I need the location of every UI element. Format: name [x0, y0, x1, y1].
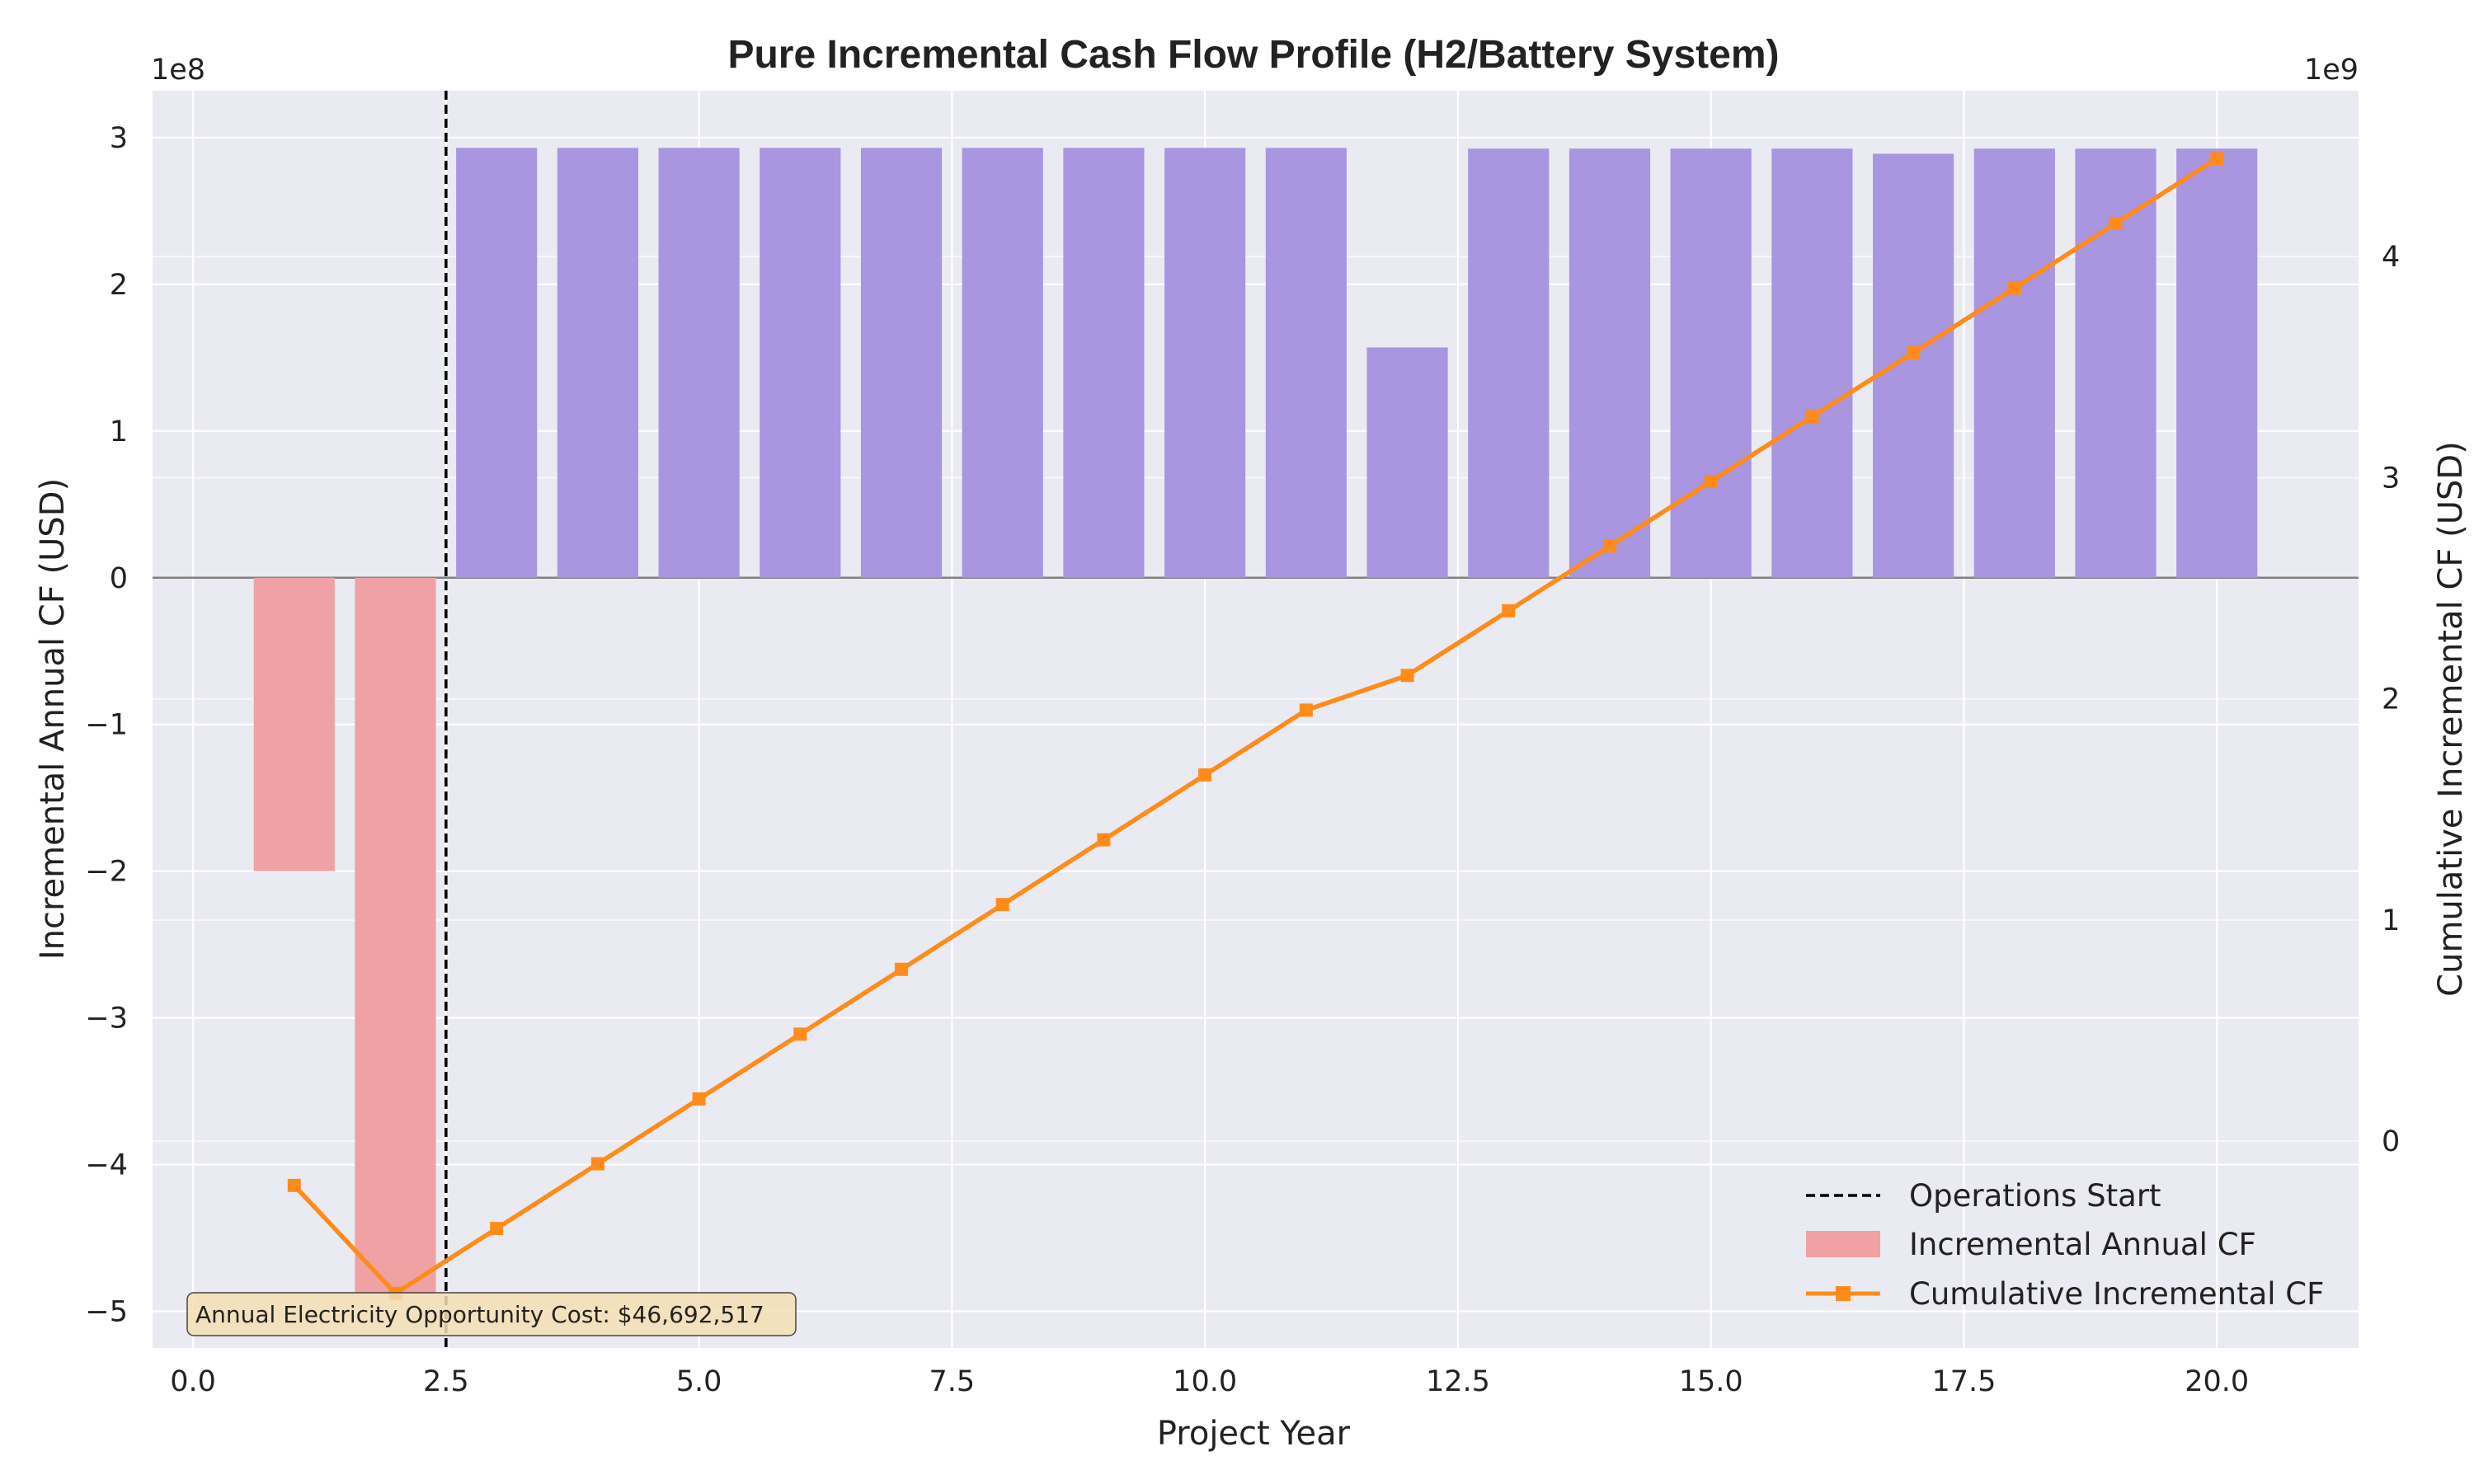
annual-cf-bar-year-10 [1164, 148, 1246, 578]
annual-cf-bar-year-8 [962, 148, 1043, 578]
annual-cf-bar-year-9 [1063, 148, 1145, 578]
cumulative-cf-point-year-6 [793, 1027, 807, 1041]
x-tick-label: 12.5 [1426, 1365, 1490, 1398]
cumulative-cf-point-year-5 [692, 1092, 706, 1106]
annual-cf-bar-year-14 [1569, 148, 1651, 578]
right-y-tick-label: 1 [2382, 904, 2400, 937]
cumulative-cf-point-year-14 [1602, 539, 1616, 553]
x-tick-label: 2.5 [423, 1365, 469, 1398]
cumulative-cf-point-year-1 [287, 1178, 301, 1192]
x-tick-label: 0.0 [170, 1365, 216, 1398]
left-y-axis-label: Incremental Annual CF (USD) [34, 478, 72, 960]
cumulative-cf-point-year-8 [995, 898, 1009, 912]
annual-cf-bar-year-19 [2075, 148, 2157, 578]
annual-cf-bar-year-2 [355, 577, 436, 1294]
x-tick-label: 10.0 [1173, 1365, 1237, 1398]
annotation-box: Annual Electricity Opportunity Cost: $46… [186, 1292, 797, 1336]
annual-cf-bar-year-18 [1973, 148, 2055, 578]
annual-cf-bar-year-7 [860, 148, 943, 578]
left-y-tick-label: −5 [85, 1296, 128, 1329]
x-tick-label: 7.5 [929, 1365, 976, 1398]
cumulative-cf-point-year-18 [2007, 281, 2021, 295]
annual-cf-bar-year-16 [1771, 148, 1853, 578]
annual-cf-bars [253, 148, 2258, 1294]
legend-marker-icon [1836, 1286, 1851, 1301]
annual-cf-bar-year-12 [1366, 347, 1448, 578]
x-tick-label: 20.0 [2185, 1365, 2249, 1398]
cumulative-cf-line [287, 152, 2224, 1300]
annual-cf-bar-year-3 [456, 148, 538, 578]
left-y-tick-label: −3 [85, 1003, 128, 1036]
annual-cf-bar-year-13 [1468, 148, 1550, 578]
legend-label: Operations Start [1909, 1178, 2161, 1214]
left-y-tick-label: 3 [110, 122, 128, 155]
cumulative-cf-point-year-17 [1907, 345, 1921, 359]
x-tick-label: 5.0 [676, 1365, 722, 1398]
cumulative-cf-point-year-20 [2210, 152, 2224, 166]
cumulative-cf-point-year-12 [1400, 669, 1414, 683]
annual-cf-bar-year-17 [1873, 153, 1954, 578]
left-y-tick-label: 2 [110, 269, 128, 302]
chart-title: Pure Incremental Cash Flow Profile (H2/B… [727, 33, 1779, 77]
legend-label: Cumulative Incremental CF [1909, 1276, 2324, 1312]
annual-cf-bar-year-20 [2176, 148, 2258, 578]
x-tick-label: 15.0 [1679, 1365, 1743, 1398]
legend-item-operations-start: Operations Start [1806, 1178, 2161, 1214]
right-y-axis-ticks: 0 1 2 3 4 [2382, 241, 2400, 1158]
cumulative-cf-point-year-13 [1502, 603, 1516, 618]
left-y-tick-label: 1 [110, 416, 128, 448]
right-y-axis-label: Cumulative Incremental CF (USD) [2432, 441, 2470, 997]
annual-cf-bar-year-5 [658, 148, 740, 578]
annual-cf-bar-year-4 [557, 148, 638, 578]
cumulative-cf-point-year-7 [895, 962, 909, 976]
left-y-axis-ticks: −5 −4 −3 −2 −1 0 1 2 3 [85, 122, 128, 1329]
right-y-tick-label: 3 [2382, 462, 2400, 495]
legend-item-cumulative-incremental-cf: Cumulative Incremental CF [1806, 1276, 2324, 1312]
left-y-tick-label: −4 [85, 1149, 128, 1182]
cumulative-cf-point-year-9 [1097, 833, 1111, 847]
annual-cf-bar-year-15 [1670, 148, 1752, 578]
left-y-tick-label: −2 [85, 856, 128, 889]
left-offset-label: 1e8 [151, 54, 205, 87]
left-y-tick-label: 0 [110, 562, 128, 595]
x-tick-label: 17.5 [1931, 1365, 1996, 1398]
annual-cf-bar-year-1 [253, 577, 335, 871]
legend-label: Incremental Annual CF [1909, 1227, 2256, 1262]
right-y-tick-label: 4 [2382, 241, 2400, 274]
legend-patch-icon [1806, 1231, 1880, 1257]
annotation-background [186, 1292, 797, 1336]
cumulative-cf-point-year-4 [590, 1157, 604, 1171]
left-y-tick-label: −1 [85, 709, 128, 742]
right-offset-label: 1e9 [2304, 54, 2359, 87]
cumulative-cf-point-year-19 [2109, 216, 2123, 230]
cumulative-cf-point-year-10 [1198, 768, 1212, 782]
cumulative-cf-point-year-11 [1299, 703, 1313, 717]
annotation-text: Annual Electricity Opportunity Cost: $46… [195, 1301, 764, 1328]
cumulative-cf-point-year-3 [490, 1222, 504, 1236]
annual-cf-bar-year-11 [1265, 148, 1347, 578]
x-axis-label: Project Year [1157, 1415, 1351, 1453]
legend: Operations Start Incremental Annual CF C… [1806, 1178, 2324, 1312]
cumulative-cf-path [292, 157, 2218, 1296]
annual-cf-bar-year-6 [760, 148, 841, 578]
right-y-tick-label: 0 [2382, 1125, 2400, 1158]
cumulative-cf-point-year-15 [1704, 474, 1718, 488]
legend-item-incremental-annual-cf: Incremental Annual CF [1806, 1227, 2256, 1262]
x-axis-ticks: 0.0 2.5 5.0 7.5 10.0 12.5 15.0 17.5 20.0 [170, 1365, 2249, 1398]
cumulative-cf-point-year-16 [1805, 410, 1819, 424]
right-y-tick-label: 2 [2382, 683, 2400, 716]
